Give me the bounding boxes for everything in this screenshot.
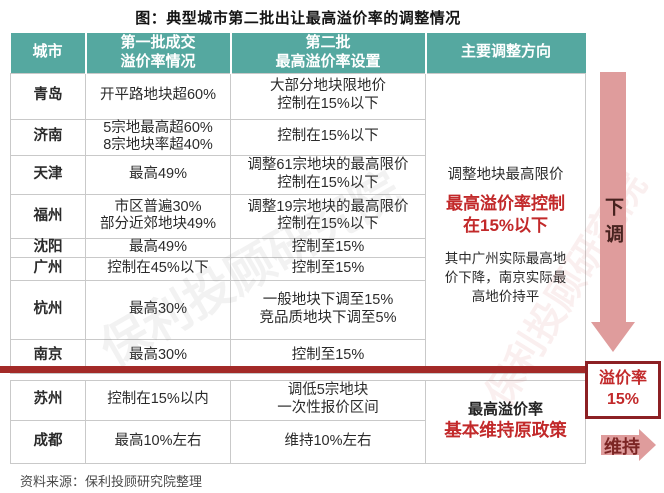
header-direction: 主要调整方向 xyxy=(425,33,586,74)
premium-rate-table: 城市 第一批成交 溢价率情况 第二批 最高溢价率设置 主要调整方向 青岛 开平路… xyxy=(10,33,586,464)
divider-spacer xyxy=(10,372,586,381)
second-batch-cell: 一般地块下调至15% 竞品质地块下调至5% xyxy=(230,279,426,340)
table-row-fuzhou: 福州 市区普遍30% 部分近郊地块49% 调整19宗地块的最高限价 控制在15%以下 xyxy=(10,193,586,239)
first-batch-cell: 最高49% xyxy=(85,154,231,195)
table-row-shenyang: 沈阳 最高49% 控制至15% xyxy=(10,237,586,258)
second-batch-cell: 控制至15% xyxy=(230,237,426,258)
header-second-batch: 第二批 最高溢价率设置 xyxy=(230,33,427,74)
direction-highlight: 最高溢价率控制 在15%以下 xyxy=(446,193,565,236)
first-batch-cell: 5宗地最高超60% 8宗地块率超40% xyxy=(85,118,231,156)
direction-line: 调整地块最高限价 xyxy=(447,167,564,184)
city-name: 天津 xyxy=(10,154,86,195)
premium-rate-box: 溢价率 15% xyxy=(585,361,661,419)
first-batch-cell: 开平路地块超60% xyxy=(85,72,231,120)
down-arrow-label: 下调 xyxy=(602,197,623,251)
city-name: 杭州 xyxy=(10,279,86,340)
header-row: 城市 第一批成交 溢价率情况 第二批 最高溢价率设置 主要调整方向 xyxy=(10,33,586,74)
second-batch-cell: 大部分地块限地价 控制在15%以下 xyxy=(230,72,426,120)
city-name: 苏州 xyxy=(10,379,86,421)
right-arrow-icon xyxy=(601,429,656,461)
group-divider-line xyxy=(0,366,588,373)
city-name: 沈阳 xyxy=(10,237,86,258)
down-arrow-icon: 下调 xyxy=(591,72,635,352)
table-row-suzhou: 苏州 控制在15%以内 调低5宗地块 一次性报价区间 最高溢价率 基本维持原政策 xyxy=(10,379,586,464)
first-batch-cell: 控制在45%以下 xyxy=(85,256,231,281)
first-batch-cell: 市区普遍30% 部分近郊地块49% xyxy=(85,193,231,239)
second-batch-cell: 维持10%左右 xyxy=(230,419,426,464)
table-row-hangzhou: 杭州 最高30% 一般地块下调至15% 竞品质地块下调至5% xyxy=(10,279,586,340)
maintain-label: 维持 xyxy=(604,437,640,457)
header-first-batch: 第一批成交 溢价率情况 xyxy=(85,33,232,74)
second-batch-cell: 控制在15%以下 xyxy=(230,118,426,156)
direction-line: 最高溢价率 xyxy=(467,401,543,419)
first-batch-cell: 最高49% xyxy=(85,237,231,258)
city-name: 青岛 xyxy=(10,72,86,120)
direction-highlight: 基本维持原政策 xyxy=(444,419,567,440)
second-batch-cell: 调整61宗地块的最高限价 控制在15%以下 xyxy=(230,154,426,195)
table-row-chengdu: 成都 最高10%左右 维持10%左右 xyxy=(10,419,586,464)
divider-spacer-row xyxy=(10,372,586,381)
table-row-guangzhou: 广州 控制在45%以下 控制至15% xyxy=(10,256,586,281)
direction-note: 其中广州实际最高地 价下降，南京实际最 高地价持平 xyxy=(444,251,567,304)
source-note: 资料来源：保利投顾研究院整理 xyxy=(20,474,203,489)
first-batch-cell: 最高10%左右 xyxy=(85,419,231,464)
header-city: 城市 xyxy=(10,33,87,74)
direction-merged-cell-down: 调整地块最高限价 最高溢价率控制 在15%以下 其中广州实际最高地 价下降，南京… xyxy=(425,72,586,374)
second-batch-cell: 控制至15% xyxy=(230,256,426,281)
maintain-annotation: 维持 xyxy=(593,429,661,461)
first-batch-cell: 控制在15%以内 xyxy=(85,379,231,421)
first-batch-cell: 最高30% xyxy=(85,279,231,340)
figure-title: 图：典型城市第二批出让最高溢价率的调整情况 xyxy=(135,10,461,27)
table-row-jinan: 济南 5宗地最高超60% 8宗地块率超40% 控制在15%以下 xyxy=(10,118,586,156)
direction-merged-cell-maintain: 最高溢价率 基本维持原政策 xyxy=(425,379,586,464)
second-batch-cell: 调整19宗地块的最高限价 控制在15%以下 xyxy=(230,193,426,239)
second-batch-cell: 调低5宗地块 一次性报价区间 xyxy=(230,379,426,421)
city-name: 济南 xyxy=(10,118,86,156)
city-name: 福州 xyxy=(10,193,86,239)
table-row-qingdao: 青岛 开平路地块超60% 大部分地块限地价 控制在15%以下 调整地块最高限价 最… xyxy=(10,72,586,374)
city-name: 成都 xyxy=(10,419,86,464)
city-name: 广州 xyxy=(10,256,86,281)
